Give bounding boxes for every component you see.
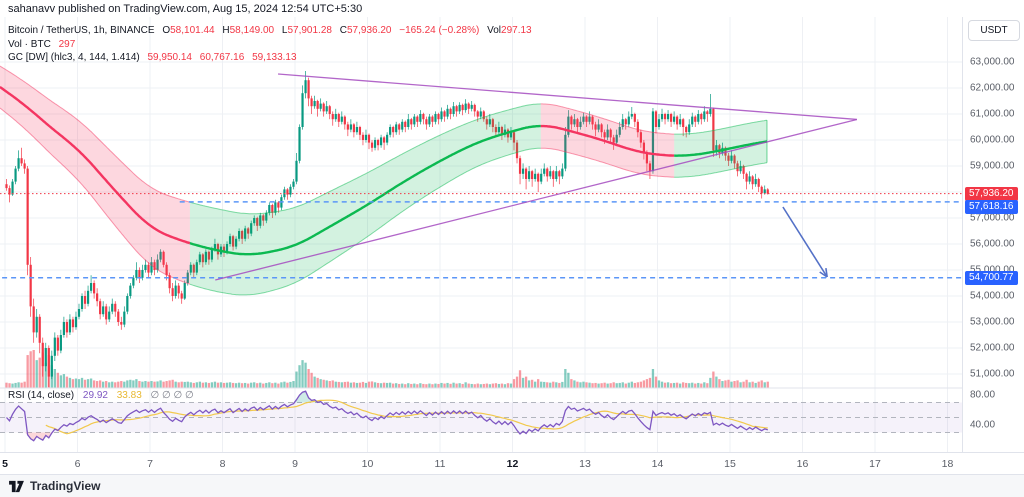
level-price-label-1: 57,618.16 [965, 200, 1018, 214]
volume-legend-row[interactable]: Vol · BTC 297 [8, 38, 532, 52]
rsi-line [6, 390, 769, 442]
price-tick: 59,000.00 [970, 160, 1015, 172]
ohlc-h-label: H [222, 25, 230, 36]
last-price-label: 57,936.20 [965, 187, 1018, 201]
gc-mid-value: 59,950.14 [147, 52, 193, 63]
time-tick-15: 15 [724, 458, 736, 470]
time-tick-18: 18 [941, 458, 954, 470]
publish-text: sahanavv published on TradingView.com, A… [8, 3, 363, 15]
chart-canvas[interactable] [0, 17, 962, 452]
time-tick-17: 17 [869, 458, 881, 470]
price-tick: 55,000.00 [970, 264, 1015, 276]
rsi-ma-line [45, 399, 768, 435]
vol-label: Vol [487, 25, 502, 36]
chart-legend: Bitcoin / TetherUS, 1h, BINANCE O58,101.… [8, 24, 532, 65]
price-tick: 52,000.00 [970, 342, 1015, 354]
tradingview-brand[interactable]: TradingView [8, 479, 100, 493]
time-tick-13: 13 [579, 458, 591, 470]
gaussian-channel [0, 65, 768, 296]
price-tick: 57,000.00 [970, 212, 1015, 224]
rsi-pane [0, 402, 962, 433]
publish-header: sahanavv published on TradingView.com, A… [0, 0, 1024, 17]
symbol-title: Bitcoin / TetherUS, 1h, BINANCE [8, 25, 155, 36]
price-tick: 63,000.00 [970, 56, 1015, 68]
gc-lower-value: 59,133.13 [252, 52, 297, 63]
currency-button[interactable]: USDT [968, 20, 1020, 41]
time-axis[interactable]: 5 6 7 8 9 10 11 12 13 14 15 16 17 18 [0, 452, 1024, 474]
rsi-tick-80: 80.00 [970, 389, 996, 401]
time-tick-16: 16 [796, 458, 809, 470]
trendlines [215, 73, 858, 281]
rsi-tick-40: 40.00 [970, 419, 996, 431]
price-tick: 53,000.00 [970, 316, 1015, 328]
tradingview-logo-icon [8, 480, 25, 493]
ohlc-c-label: C [339, 25, 347, 36]
ohlc-o-label: O [162, 25, 171, 36]
footer-bar: TradingView [0, 474, 1024, 497]
time-tick-14: 14 [651, 458, 664, 470]
change-value: −165.24 (−0.28%) [399, 25, 480, 36]
gc-label: GC [DW] (hlc3, 4, 144, 1.414) [8, 52, 140, 63]
price-tick: 60,000.00 [970, 134, 1015, 146]
rsi-legend-row[interactable]: RSI (14, close) 29.92 33.83 ∅ ∅ ∅ ∅ [8, 390, 194, 401]
candles[interactable] [5, 70, 769, 387]
brand-name: TradingView [30, 479, 101, 493]
price-tick: 61,000.00 [970, 108, 1015, 120]
level-price-label-2: 54,700.77 [965, 271, 1018, 285]
ohlc-l-value: 57,901.28 [287, 25, 332, 36]
time-tick-5: 5 [2, 458, 8, 470]
gc-legend-row[interactable]: GC [DW] (hlc3, 4, 144, 1.414) 59,950.14 … [8, 51, 532, 65]
price-tick: 54,000.00 [970, 290, 1015, 302]
vol-value: 297.13 [501, 25, 532, 36]
time-tick-6: 6 [74, 458, 81, 470]
price-axis[interactable]: USDT 63,000.00 62,000.00 61,000.00 60,000.0… [962, 17, 1024, 474]
rsi-plot [6, 390, 769, 442]
volume-bars [5, 350, 769, 388]
ohlc-c-value: 57,936.20 [346, 25, 392, 36]
price-tick: 62,000.00 [970, 82, 1015, 94]
time-tick-7: 7 [147, 458, 153, 470]
rsi-ma-value: 33.83 [116, 390, 142, 401]
time-tick-8: 8 [219, 458, 226, 470]
price-tick: 56,000.00 [970, 238, 1015, 250]
gc-upper-value: 60,767.16 [199, 52, 245, 63]
rsi-label: RSI (14, close) [8, 390, 75, 401]
time-tick-11: 11 [434, 458, 446, 470]
vol-btc-label: Vol · BTC [8, 38, 51, 50]
vol-btc-value: 297 [58, 38, 76, 50]
price-tick: 51,000.00 [970, 368, 1015, 380]
symbol-legend-row[interactable]: Bitcoin / TetherUS, 1h, BINANCE O58,101.… [8, 24, 532, 38]
projection-arrow [782, 206, 828, 278]
price-levels [0, 193, 962, 279]
ohlc-l-label: L [281, 25, 288, 36]
time-tick-9: 9 [292, 458, 298, 470]
rsi-value: 29.92 [82, 390, 108, 401]
rsi-hidden-bands: ∅ ∅ ∅ ∅ [150, 390, 194, 401]
ohlc-o-value: 58,101.44 [170, 25, 215, 36]
ohlc-h-value: 58,149.00 [229, 25, 275, 36]
time-tick-12: 12 [506, 458, 519, 470]
time-tick-10: 10 [361, 458, 374, 470]
